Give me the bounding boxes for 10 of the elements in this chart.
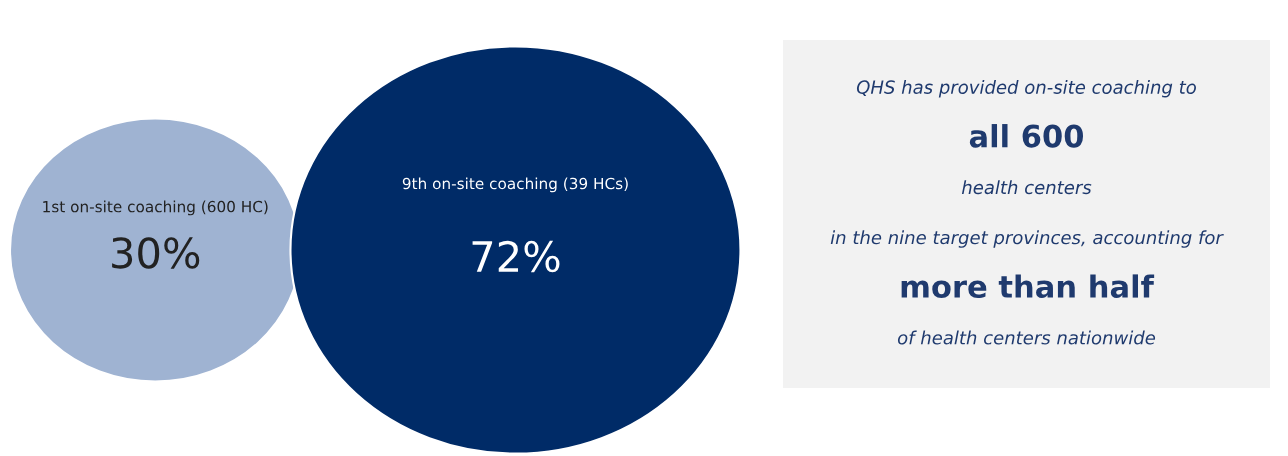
data-label: 30% — [112, 237, 200, 269]
text: more than half — [901, 274, 1155, 299]
text: QHS has provided on-site coaching to — [856, 79, 1196, 98]
text: health centers — [961, 180, 1092, 195]
text: all 600 — [969, 124, 1084, 148]
text: of health centers nationwide — [897, 330, 1156, 345]
data-label: 72% — [472, 240, 560, 273]
category-label: 9th on-site coaching (39 HCs) — [402, 177, 628, 193]
category-label: 1st on-site coaching (600 HC) — [43, 200, 268, 216]
text: in the nine target provinces, accounting for — [830, 230, 1224, 248]
